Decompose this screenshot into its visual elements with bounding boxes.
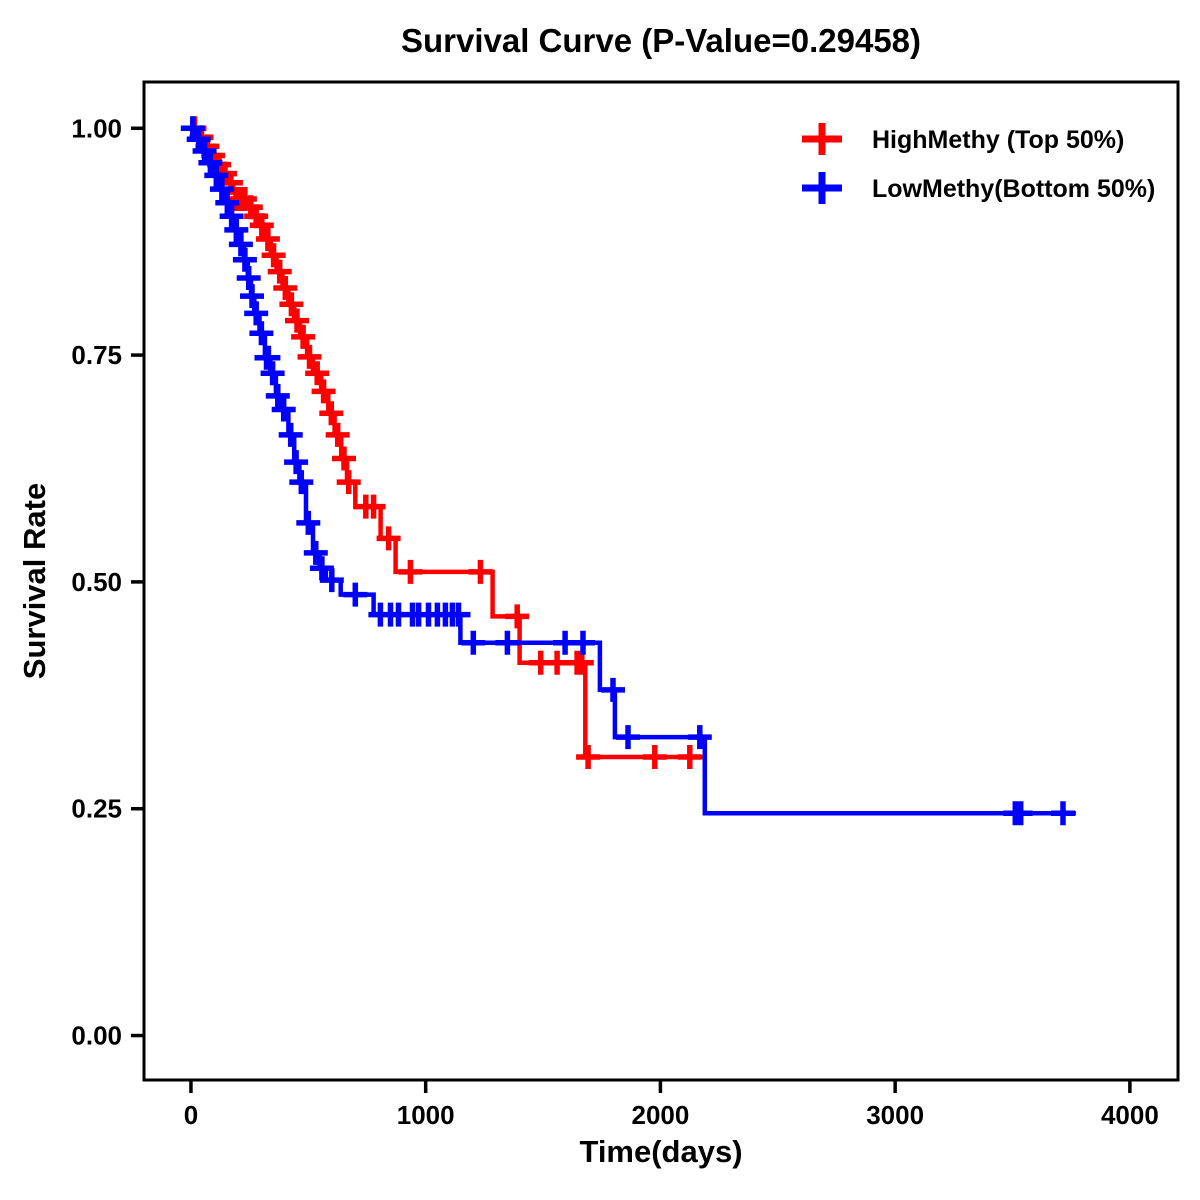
y-axis: 0.00 0.25 0.50 0.75 1.00 — [71, 113, 144, 1051]
plot-frame — [142, 80, 1180, 1082]
legend-label-lowmethy: LowMethy(Bottom 50%) — [872, 175, 1155, 203]
y-tick-label: 0.50 — [71, 567, 122, 597]
x-axis-title: Time(days) — [579, 1134, 742, 1169]
x-tick-label: 2000 — [631, 1100, 689, 1130]
lowmethy-curve — [190, 126, 1076, 816]
x-tick-label: 1000 — [397, 1100, 455, 1130]
x-tick-label: 3000 — [866, 1100, 924, 1130]
y-tick-label: 0.25 — [71, 794, 122, 824]
y-tick-label: 1.00 — [71, 113, 122, 143]
y-tick-label: 0.00 — [71, 1021, 122, 1051]
legend-item-highmethy: HighMethy (Top 50%) — [802, 123, 1124, 155]
x-tick-label: 4000 — [1101, 1100, 1159, 1130]
legend-item-lowmethy: LowMethy(Bottom 50%) — [802, 172, 1155, 204]
lowmethy-censor-marks — [180, 116, 1075, 826]
y-axis-title: Survival Rate — [17, 483, 52, 679]
x-axis: 0 1000 2000 3000 4000 — [184, 1080, 1159, 1130]
legend-marker-highmethy — [802, 123, 842, 155]
legend-marker-lowmethy — [802, 172, 842, 204]
y-tick-label: 0.75 — [71, 340, 122, 370]
legend: HighMethy (Top 50%) LowMethy(Bottom 50%) — [802, 123, 1155, 204]
highmethy-series — [182, 116, 703, 769]
chart-title: Survival Curve (P-Value=0.29458) — [401, 22, 921, 59]
highmethy-censor-marks — [182, 116, 702, 769]
x-tick-label: 0 — [184, 1100, 198, 1130]
lowmethy-series — [180, 116, 1076, 826]
legend-label-highmethy: HighMethy (Top 50%) — [872, 126, 1124, 154]
